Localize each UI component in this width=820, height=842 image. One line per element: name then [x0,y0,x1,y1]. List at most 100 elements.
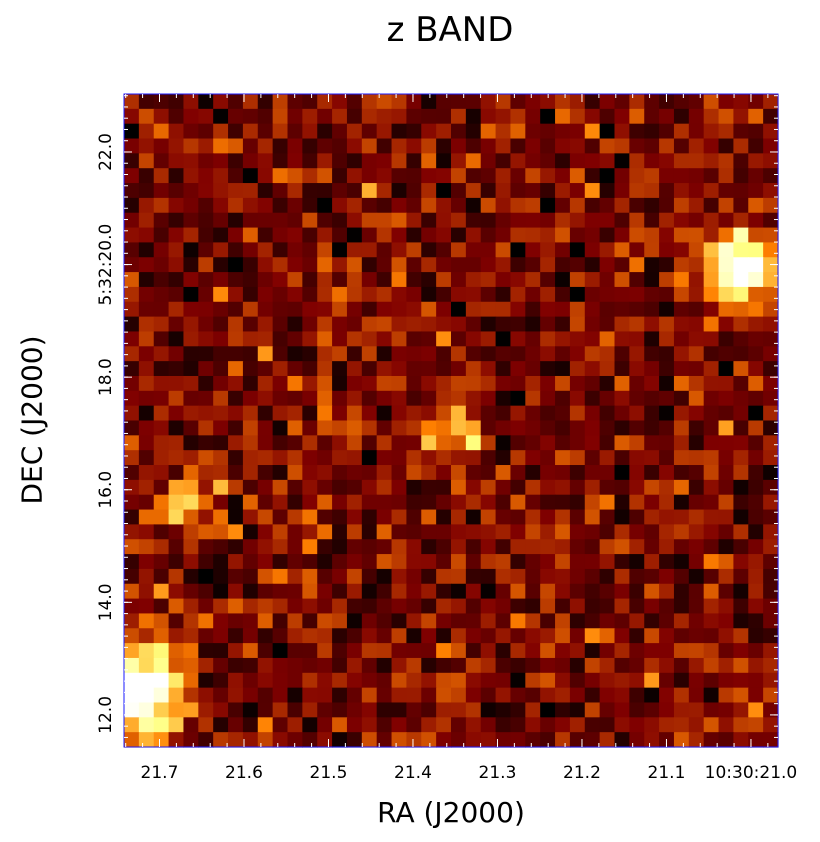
heatmap-pixel [242,613,259,629]
heatmap-pixel [599,405,616,422]
heatmap-pixel [376,390,393,407]
heatmap-pixel [346,687,363,704]
heatmap-pixel [436,405,452,422]
heatmap-pixel [287,717,303,733]
heatmap-pixel [198,138,214,154]
heatmap-pixel [138,420,155,436]
heatmap-pixel [183,108,199,125]
heatmap-pixel [614,672,630,689]
heatmap-pixel [688,138,705,154]
heatmap-pixel [138,257,155,273]
heatmap-pixel [718,702,735,718]
heatmap-pixel [138,732,155,748]
heatmap-pixel [183,183,199,199]
heatmap-pixel [436,420,452,436]
heatmap-pixel [688,183,705,199]
heatmap-pixel [703,361,720,377]
heatmap-pixel [376,479,393,496]
heatmap-pixel [540,435,556,451]
heatmap-pixel [228,316,244,333]
heatmap-pixel [495,479,512,496]
heatmap-pixel [153,153,170,169]
heatmap-pixel [257,702,274,718]
heatmap-pixel [376,168,393,184]
heatmap-pixel [213,272,229,288]
heatmap-pixel [480,361,497,377]
heatmap-pixel [688,494,705,511]
heatmap-pixel [584,494,601,511]
heatmap-pixel [703,331,720,347]
heatmap-pixel [569,361,586,377]
heatmap-pixel [406,628,422,644]
heatmap-pixel [644,524,660,540]
heatmap-pixel [733,405,749,422]
heatmap-pixel [480,405,497,422]
heatmap-pixel [569,687,586,704]
heatmap-pixel [213,183,229,199]
heatmap-pixel [287,272,303,288]
heatmap-pixel [480,568,497,585]
heatmap-pixel [213,420,229,436]
y-tick-label: 16.0 [96,471,116,509]
heatmap-pixel [138,479,155,496]
heatmap-pixel [421,539,437,555]
heatmap-pixel [183,168,199,184]
heatmap-pixel [228,435,244,451]
heatmap-pixel [376,123,393,140]
heatmap-pixel [703,687,720,704]
heatmap-pixel [584,643,601,659]
heatmap-pixel [406,539,422,555]
heatmap-pixel [421,346,437,362]
heatmap-pixel [451,509,467,525]
heatmap-pixel [257,257,274,273]
heatmap-pixel [555,94,571,110]
heatmap-pixel [183,465,199,481]
heatmap-pixel [599,732,616,748]
heatmap-pixel [361,301,378,318]
heatmap-pixel [436,257,452,273]
heatmap-pixel [228,568,244,585]
heatmap-pixel [317,435,333,451]
heatmap-pixel [644,227,660,244]
heatmap-pixel [599,242,616,258]
heatmap-pixel [763,286,779,303]
heatmap-pixel [555,183,571,199]
heatmap-pixel [703,108,720,125]
heatmap-pixel [451,524,467,540]
heatmap-pixel [584,657,601,674]
heatmap-pixel [421,672,437,689]
heatmap-pixel [703,301,720,318]
heatmap-pixel [257,583,274,600]
heatmap-pixel [272,479,289,496]
heatmap-pixel [183,509,199,525]
heatmap-pixel [138,583,155,600]
heatmap-pixel [465,272,482,288]
heatmap-pixel [406,613,422,629]
heatmap-pixel [451,732,467,748]
heatmap-pixel [510,331,526,347]
heatmap-pixel [361,479,378,496]
heatmap-pixel [124,361,140,377]
heatmap-pixel [302,212,318,229]
heatmap-pixel [228,168,244,184]
heatmap-pixel [242,316,259,333]
heatmap-pixel [465,479,482,496]
heatmap-pixel [659,168,675,184]
heatmap-pixel [317,361,333,377]
heatmap-pixel [228,94,244,110]
heatmap-pixel [332,405,348,422]
heatmap-pixel [673,316,690,333]
heatmap-pixel [599,435,616,451]
heatmap-pixel [436,598,452,615]
heatmap-pixel [748,479,764,496]
heatmap-pixel [584,568,601,585]
heatmap-pixel [287,628,303,644]
heatmap-pixel [584,346,601,362]
heatmap-pixel [242,687,259,704]
heatmap-pixel [525,732,541,748]
heatmap-pixel [317,539,333,555]
heatmap-pixel [703,94,720,110]
heatmap-pixel [153,108,170,125]
heatmap-pixel [332,465,348,481]
heatmap-pixel [346,375,363,392]
